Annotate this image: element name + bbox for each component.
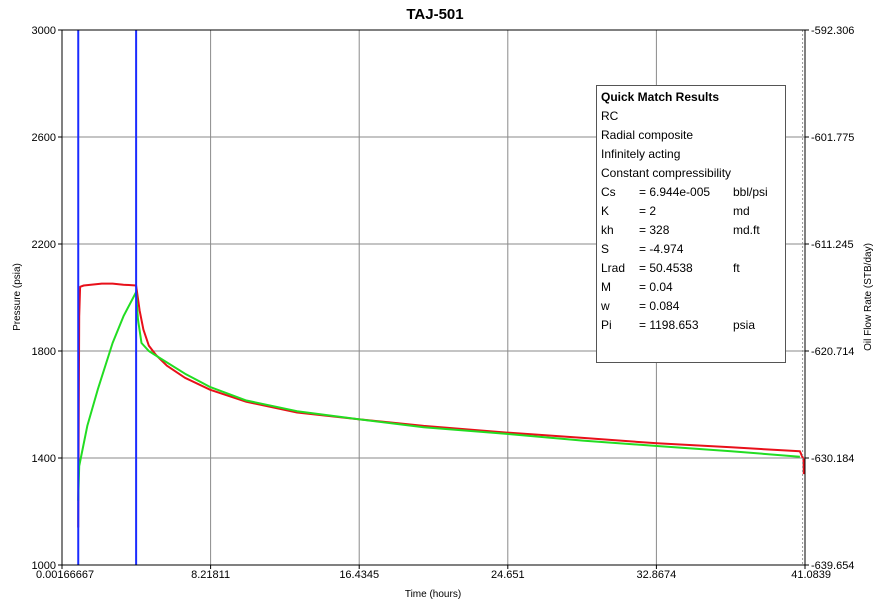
param-unit: md: [733, 204, 750, 218]
x-axis-label: Time (hours): [405, 589, 461, 600]
y2-axis-ticks: -639.654 -630.184 -620.714 -611.245 -601.775…: [805, 25, 854, 572]
x-tick-label: 0.00166667: [36, 569, 94, 581]
y2-tick-label: -639.654: [811, 560, 854, 572]
param-unit: ft: [733, 261, 740, 275]
legend-boundary: Infinitely acting: [601, 147, 681, 161]
param-unit: md.ft: [733, 223, 760, 237]
param-value: = 50.4538: [639, 261, 693, 275]
legend-row-s: S = -4.974: [601, 240, 785, 259]
y-tick-label: 2200: [32, 239, 56, 251]
quick-match-legend: Quick Match Results RC Radial composite …: [596, 85, 786, 363]
param-name: M: [601, 280, 611, 294]
legend-compressibility: Constant compressibility: [601, 166, 732, 180]
legend-title: Quick Match Results: [601, 90, 720, 104]
param-value: = 6.944e-005: [639, 185, 711, 199]
legend-row-cs: Cs = 6.944e-005 bbl/psi: [601, 183, 785, 202]
y-tick-label: 3000: [32, 25, 56, 37]
y-tick-label: 1800: [32, 346, 56, 358]
x-tick-label: 32.8674: [637, 569, 677, 581]
y-tick-label: 1000: [32, 560, 56, 572]
param-unit: psia: [733, 318, 756, 332]
x-axis-ticks: 0.00166667 8.21811 16.4345 24.651 32.8674 41.…: [36, 565, 831, 581]
y2-tick-label: -630.184: [811, 453, 854, 465]
param-name: w: [601, 299, 610, 313]
y2-tick-label: -620.714: [811, 346, 854, 358]
y-tick-label: 2600: [32, 132, 56, 144]
param-unit: [733, 297, 783, 316]
series-layer: [77, 282, 805, 528]
x-tick-label: 16.4345: [339, 569, 379, 581]
legend-row-lrad: Lrad = 50.4538 ft: [601, 259, 785, 278]
series-line-2: [77, 291, 800, 501]
param-value: = 0.04: [639, 280, 673, 294]
legend-row-m: M = 0.04: [601, 278, 785, 297]
param-value: = -4.974: [639, 242, 684, 256]
param-name: Lrad: [601, 261, 626, 275]
legend-row-kh: kh = 328 md.ft: [601, 221, 785, 240]
param-unit: bbl/psi: [733, 185, 768, 199]
legend-model: RC: [601, 109, 619, 123]
legend-row-pi: Pi = 1198.653 psia: [601, 316, 785, 335]
param-name: Cs: [601, 185, 616, 199]
legend-row-k: K = 2 md: [601, 202, 785, 221]
legend-row-w: w = 0.084: [601, 297, 785, 316]
y-axis-label: Pressure (psia): [12, 263, 23, 331]
x-tick-label: 41.0839: [791, 569, 831, 581]
vertical-markers: [77, 30, 804, 565]
param-name: kh: [601, 223, 614, 237]
param-value: = 0.084: [639, 299, 680, 313]
y2-tick-label: -601.775: [811, 132, 854, 144]
param-unit: [733, 240, 783, 259]
x-tick-label: 8.21811: [191, 569, 230, 581]
param-name: K: [601, 204, 610, 218]
param-value: = 328: [639, 223, 670, 237]
plot-frame: [61, 29, 806, 566]
param-value: = 1198.653: [639, 318, 699, 332]
x-tick-label: 24.651: [491, 569, 525, 581]
param-value: = 2: [639, 204, 657, 218]
series-line-1: [77, 282, 805, 528]
param-name: S: [601, 242, 610, 256]
y-axis-ticks: 1000 1400 1800 2200 2600 3000: [32, 25, 62, 572]
param-unit: [733, 278, 783, 297]
chart-title: TAJ-501: [406, 6, 463, 23]
y-tick-label: 1400: [32, 453, 56, 465]
y2-axis-label: Oil Flow Rate (STB/day): [863, 243, 874, 351]
y2-tick-label: -611.245: [811, 239, 854, 251]
param-name: Pi: [601, 318, 612, 332]
legend-reservoir: Radial composite: [601, 128, 694, 142]
y2-tick-label: -592.306: [811, 25, 854, 37]
